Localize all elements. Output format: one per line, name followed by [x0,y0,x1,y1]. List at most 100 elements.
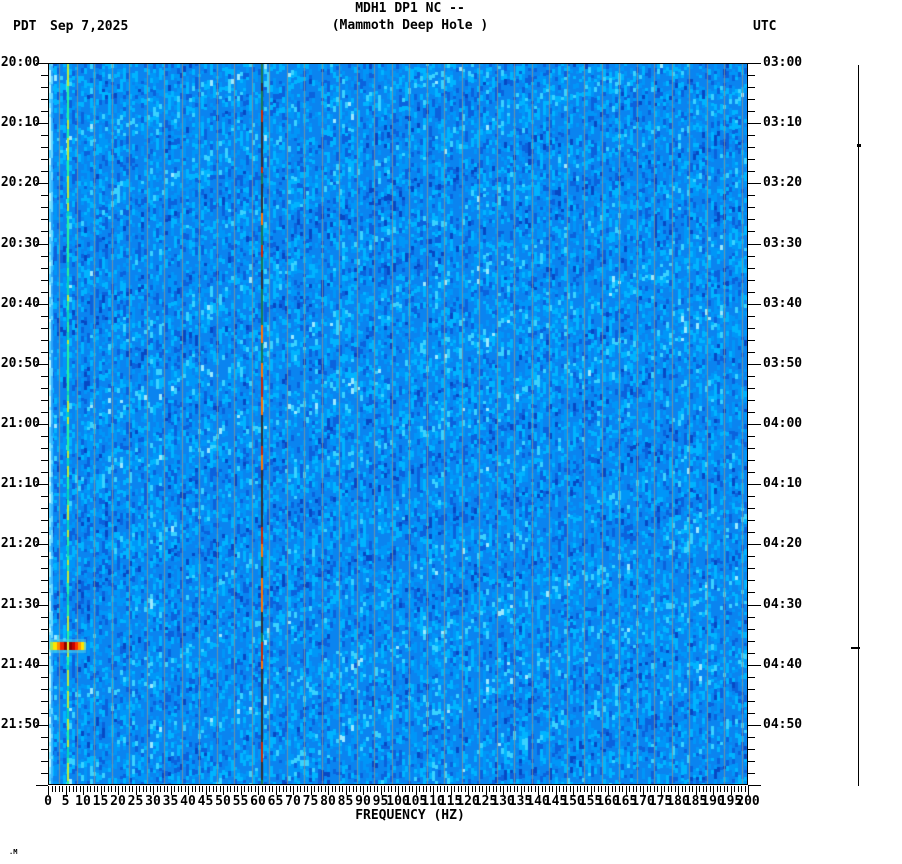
freq-tick-label: 135 [508,794,533,809]
tick [580,786,581,792]
freq-tick-label: 35 [162,794,179,809]
tick [524,786,525,792]
tick [181,786,182,792]
tick [402,786,403,792]
tick [90,786,91,792]
tick [164,786,165,792]
tick [129,786,130,792]
tick [332,786,333,792]
tick [41,219,48,220]
tick [143,786,144,792]
tick [321,786,322,792]
tick [41,532,48,533]
tick [748,761,755,762]
right-time-label: 03:00 [763,55,803,70]
tick [633,786,634,792]
left-time-label: 20:00 [0,55,40,70]
tick [41,737,48,738]
freq-tick-label: 125 [473,794,498,809]
tick [720,786,721,792]
tick [41,135,48,136]
tick [209,786,210,792]
tick [454,786,455,792]
tick [426,786,427,792]
tick [748,376,755,377]
tick [461,786,462,792]
right-time-label: 03:30 [763,235,803,251]
tick [41,689,48,690]
page-subtitle: (Mammoth Deep Hole ) [331,18,489,33]
tick [192,786,193,792]
tick [748,737,755,738]
tick [741,786,742,792]
tick [41,617,48,618]
tick [748,460,755,461]
freq-tick-label: 80 [320,794,336,809]
tick [227,786,228,792]
tick [423,786,424,792]
tick [160,786,161,792]
tick [748,484,761,485]
tick [650,786,651,792]
tick [41,147,48,148]
freq-tick-label: 165 [613,794,638,809]
tick [748,701,755,702]
freq-tick-label: 90 [355,794,371,809]
tick [748,556,755,557]
tick [482,786,483,792]
tick [36,304,48,305]
tick [479,786,480,792]
tick [41,207,48,208]
tick [748,496,755,497]
freq-tick-label: 140 [526,794,550,809]
tick [41,496,48,497]
tick [202,786,203,792]
tick [41,580,48,581]
tick [619,786,620,792]
tick [748,231,755,232]
tick [36,665,48,666]
tick [587,786,588,792]
tick [41,713,48,714]
tick [405,786,406,792]
tick [346,786,347,795]
tick [748,785,761,786]
tick [472,786,473,792]
tick [748,665,761,666]
freq-tick-label: 175 [648,794,673,809]
tick [538,786,539,795]
tick [300,786,301,792]
tick [244,786,245,792]
tick [556,786,557,795]
right-time-label: 04:20 [763,536,803,552]
tick [286,786,287,792]
tick [440,786,441,792]
right-time-label: 04:30 [763,596,803,612]
tick [41,99,48,100]
tick [76,786,77,792]
tick [374,786,375,792]
tick [748,159,755,160]
freq-tick-label: 185 [683,794,708,809]
tick [41,388,48,389]
tick [622,786,623,792]
tick [738,786,739,792]
tick [115,786,116,792]
tick [517,786,518,792]
tick [748,195,755,196]
tick [748,268,755,269]
tick [66,786,67,795]
tick [703,786,704,792]
tick [185,786,186,792]
tick [542,786,543,792]
tick [465,786,466,792]
tick [748,364,761,365]
tick [535,786,536,792]
tick [661,786,662,795]
tick [132,786,133,792]
tick [353,786,354,792]
tick [640,786,641,792]
tick [195,786,196,792]
tick [748,592,755,593]
corner-mark: .M [9,848,18,856]
